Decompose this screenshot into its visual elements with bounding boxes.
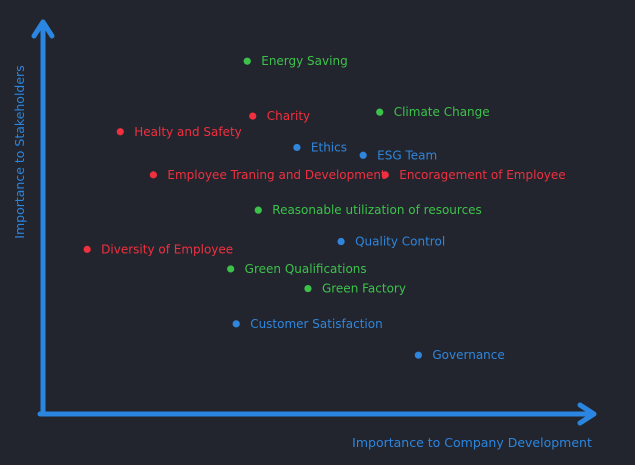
- point-marker: [232, 320, 240, 328]
- point-marker: [381, 171, 389, 179]
- y-axis: [31, 19, 55, 417]
- point-label: Diversity of Employee: [101, 242, 233, 256]
- data-point: Employee Traning and Development: [149, 168, 386, 182]
- point-label: Charity: [267, 109, 310, 123]
- data-point: Energy Saving: [243, 54, 348, 68]
- data-points: Energy Saving Charity Climate Change Healty…: [83, 54, 566, 362]
- point-label: Green Qualifications: [245, 262, 367, 276]
- point-label: Customer Satisfaction: [250, 317, 383, 331]
- data-point: Quality Control: [337, 235, 445, 249]
- data-point: Encoragement of Employee: [381, 168, 566, 182]
- point-label: Reasonable utilization of resources: [272, 203, 482, 217]
- point-label: Green Factory: [322, 282, 406, 296]
- y-axis-label: Importance to Stakeholders: [12, 65, 27, 238]
- x-axis: [37, 402, 597, 426]
- point-marker: [304, 284, 312, 293]
- point-marker: [337, 237, 345, 246]
- data-point: Green Qualifications: [227, 262, 367, 276]
- x-axis-label: Importance to Company Development: [352, 435, 592, 450]
- point-label: Energy Saving: [261, 54, 347, 68]
- point-marker: [83, 245, 91, 253]
- data-point: ESG Team: [359, 148, 437, 162]
- point-marker: [414, 351, 422, 359]
- point-label: ESG Team: [377, 148, 437, 162]
- point-label: Encoragement of Employee: [399, 168, 565, 182]
- data-point: Reasonable utilization of resources: [254, 203, 482, 217]
- point-label: Healty and Safety: [134, 125, 242, 139]
- data-point: Healty and Safety: [116, 125, 242, 139]
- point-label: Climate Change: [394, 105, 490, 119]
- data-point: Green Factory: [304, 282, 406, 296]
- data-point: Charity: [249, 109, 310, 123]
- point-marker: [227, 265, 235, 273]
- point-marker: [149, 171, 157, 179]
- point-label: Quality Control: [355, 235, 445, 249]
- point-label: Employee Traning and Development: [167, 168, 386, 182]
- point-marker: [359, 151, 367, 159]
- point-label: Ethics: [311, 140, 347, 154]
- point-marker: [254, 206, 262, 214]
- point-label: Governance: [432, 348, 504, 362]
- point-marker: [249, 112, 257, 120]
- data-point: Customer Satisfaction: [232, 317, 383, 331]
- data-point: Governance: [414, 348, 505, 362]
- data-point: Diversity of Employee: [83, 242, 233, 256]
- data-point: Ethics: [293, 140, 347, 154]
- point-marker: [376, 108, 384, 116]
- data-point: Climate Change: [376, 105, 490, 119]
- point-marker: [293, 143, 301, 152]
- point-marker: [243, 57, 251, 65]
- point-marker: [116, 128, 124, 136]
